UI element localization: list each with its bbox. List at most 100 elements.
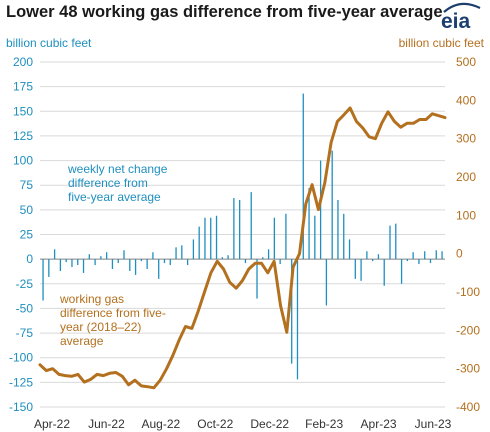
right-tick-label: -100 bbox=[456, 285, 480, 299]
bar bbox=[244, 259, 247, 264]
x-tick-label: Jun-22 bbox=[88, 417, 125, 431]
bar bbox=[308, 188, 310, 260]
left-tick-label: 75 bbox=[20, 178, 34, 192]
right-tick-label: 0 bbox=[456, 247, 463, 261]
bar bbox=[429, 259, 432, 264]
bar bbox=[82, 259, 85, 273]
left-axis-unit: billion cubic feet bbox=[6, 36, 92, 50]
x-tick-label: Apr-23 bbox=[361, 417, 397, 431]
bar bbox=[59, 259, 62, 271]
bar bbox=[319, 160, 322, 260]
bar bbox=[134, 259, 137, 275]
bar bbox=[366, 251, 368, 260]
bar bbox=[146, 259, 148, 269]
bar bbox=[285, 213, 287, 260]
bar bbox=[267, 249, 270, 260]
chart-title: Lower 48 working gas difference from fiv… bbox=[6, 3, 443, 21]
right-tick-label: 300 bbox=[456, 132, 476, 146]
bar bbox=[435, 250, 437, 260]
bar bbox=[100, 256, 102, 260]
right-tick-label: 100 bbox=[456, 208, 476, 222]
bar bbox=[181, 245, 183, 260]
bar bbox=[221, 257, 223, 260]
left-tick-label: -100 bbox=[9, 351, 33, 365]
bar bbox=[233, 198, 235, 260]
bar-series bbox=[42, 93, 443, 380]
line-series-annotation: working gas difference from five- year (… bbox=[60, 292, 166, 348]
bar bbox=[412, 252, 414, 260]
bar bbox=[377, 254, 380, 260]
bar bbox=[175, 247, 177, 260]
bar bbox=[123, 250, 125, 260]
bar bbox=[106, 252, 108, 260]
right-tick-label: -400 bbox=[456, 400, 480, 414]
bar bbox=[152, 252, 154, 260]
bar bbox=[111, 259, 114, 269]
bar bbox=[262, 257, 264, 260]
x-tick-label: Apr-22 bbox=[34, 417, 70, 431]
bar bbox=[88, 254, 90, 260]
right-tick-label: 200 bbox=[456, 170, 476, 184]
left-tick-label: 100 bbox=[13, 154, 33, 168]
bar bbox=[424, 251, 426, 260]
left-tick-label: 125 bbox=[13, 129, 33, 143]
bar bbox=[354, 259, 356, 279]
right-axis-unit: billion cubic feet bbox=[398, 36, 484, 50]
bar bbox=[215, 215, 218, 260]
logo-text: eia bbox=[441, 10, 471, 32]
bar bbox=[296, 259, 299, 380]
bar bbox=[198, 226, 200, 260]
bar bbox=[163, 259, 166, 264]
left-axis-ticks: -150 -125 -100 -75 -50 -25 0 25 50 75 100 125 150 175… bbox=[9, 55, 33, 414]
x-axis-ticks: Apr-22 Jun-22 Aug-22 Oct-22 Dec-22 Feb-23 Apr-… bbox=[34, 417, 452, 431]
right-tick-label: -300 bbox=[456, 362, 480, 376]
bar bbox=[169, 259, 171, 266]
bar bbox=[302, 93, 304, 260]
bar bbox=[331, 150, 333, 260]
working-gas-line bbox=[38, 106, 447, 390]
left-tick-label: -150 bbox=[9, 400, 33, 414]
eia-logo: eia bbox=[441, 2, 481, 32]
bar-series-annotation: weekly net change difference from five-y… bbox=[68, 162, 168, 204]
bar bbox=[158, 259, 160, 279]
left-tick-label: 50 bbox=[20, 203, 34, 217]
bar bbox=[239, 200, 241, 260]
bar bbox=[372, 259, 374, 262]
bar bbox=[406, 259, 409, 262]
bar bbox=[395, 223, 397, 260]
bar bbox=[325, 259, 328, 306]
logo-arc bbox=[443, 2, 481, 13]
right-tick-label: 500 bbox=[456, 55, 476, 69]
left-tick-label: 200 bbox=[13, 55, 33, 69]
bar bbox=[348, 239, 351, 260]
bar bbox=[383, 259, 385, 286]
bar bbox=[256, 259, 258, 299]
bar bbox=[204, 217, 206, 260]
x-tick-label: Feb-23 bbox=[305, 417, 343, 431]
bar bbox=[250, 192, 252, 260]
left-tick-label: -25 bbox=[16, 277, 34, 291]
bar bbox=[94, 259, 96, 266]
bar bbox=[227, 255, 229, 260]
bar bbox=[192, 239, 195, 260]
bar bbox=[360, 259, 362, 281]
bar bbox=[291, 259, 293, 364]
bar bbox=[42, 259, 44, 301]
bar bbox=[314, 215, 316, 260]
bar bbox=[129, 259, 131, 271]
bar bbox=[77, 259, 79, 266]
left-tick-label: 0 bbox=[26, 252, 33, 266]
bar bbox=[186, 259, 189, 266]
x-tick-label: Aug-22 bbox=[142, 417, 181, 431]
bar bbox=[400, 259, 403, 284]
bar bbox=[389, 225, 391, 260]
x-tick-label: Oct-22 bbox=[197, 417, 233, 431]
right-axis-ticks: -400 -300 -200 -100 0 100 200 300 400 500 bbox=[456, 55, 480, 414]
bar bbox=[48, 259, 50, 277]
bar bbox=[279, 259, 281, 265]
left-tick-label: -75 bbox=[16, 326, 34, 340]
bar bbox=[117, 259, 119, 264]
bar bbox=[140, 259, 143, 262]
bar bbox=[418, 259, 420, 265]
left-tick-label: -50 bbox=[16, 301, 34, 315]
